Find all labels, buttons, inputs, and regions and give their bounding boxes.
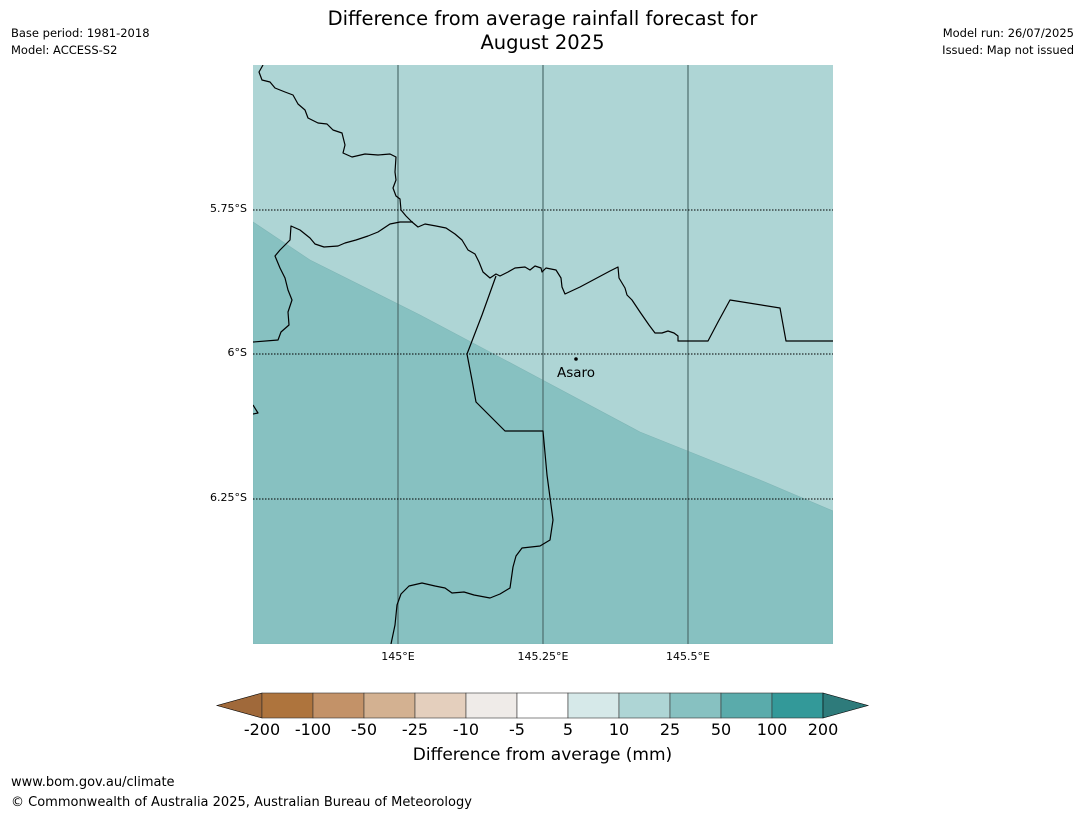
legend-tick-label: -25: [401, 720, 429, 739]
boundary-west-tip: [253, 404, 259, 415]
legend-box--25-to--10: [414, 692, 467, 719]
lon-label-145-5: 145.5°E: [666, 650, 710, 663]
asaro-label: Asaro: [557, 365, 596, 381]
legend-tick-label: -50: [350, 720, 378, 739]
legend-tick-label: 25: [659, 720, 681, 739]
asaro-marker: [574, 357, 578, 361]
map-title-line2: August 2025: [480, 31, 605, 54]
lat-label-6-25: 6.25°S: [210, 491, 247, 504]
legend-tick-label: -200: [243, 720, 281, 739]
legend-box--10-to--5: [465, 692, 518, 719]
legend-tick-label: -10: [452, 720, 480, 739]
legend-box-5-to-10: [567, 692, 620, 719]
legend-extend-low: [215, 692, 263, 719]
legend-box--200-to--100: [261, 692, 314, 719]
legend-tick-label: -100: [294, 720, 332, 739]
legend-colorbar: [215, 692, 870, 719]
map-title-line1: Difference from average rainfall forecas…: [327, 7, 758, 30]
boundary-central: [390, 275, 554, 644]
legend-box-25-to-50: [669, 692, 722, 719]
legend-box--5-to-5: [516, 692, 569, 719]
legend-box--100-to--50: [312, 692, 365, 719]
legend-tick-label: 200: [807, 720, 839, 739]
legend-title: Difference from average (mm): [412, 745, 673, 765]
legend-tick-label: 50: [710, 720, 732, 739]
legend-tick-label: -5: [509, 720, 525, 739]
legend-tick-label: 10: [608, 720, 630, 739]
legend-tick-label: 5: [562, 720, 574, 739]
map-title: Difference from average rainfall forecas…: [0, 7, 1085, 55]
lat-label-6: 6°S: [227, 346, 247, 359]
legend-box-100-to-200: [771, 692, 824, 719]
map-panel: [253, 65, 833, 644]
meta-left: Base period: 1981-2018 Model: ACCESS-S2: [11, 25, 150, 59]
lon-label-145: 145°E: [381, 650, 415, 663]
legend-box-10-to-25: [618, 692, 671, 719]
boundary-west: [253, 221, 413, 343]
legend-tick-label: 100: [756, 720, 788, 739]
base-period-text: Base period: 1981-2018: [11, 26, 150, 40]
model-run-text: Model run: 26/07/2025: [942, 26, 1074, 40]
meta-right: Model run: 26/07/2025 Issued: Map not is…: [942, 25, 1074, 59]
issued-text: Issued: Map not issued: [942, 43, 1074, 57]
legend-box-50-to-100: [720, 692, 773, 719]
boundary-north: [258, 65, 833, 342]
lon-label-145-25: 145.25°E: [517, 650, 569, 663]
model-text: Model: ACCESS-S2: [11, 43, 118, 57]
legend-extend-high: [822, 692, 870, 719]
legend-box--50-to--25: [363, 692, 416, 719]
footer-copyright: © Commonwealth of Australia 2025, Austra…: [11, 795, 472, 810]
footer-url[interactable]: www.bom.gov.au/climate: [11, 775, 175, 790]
lat-label-5-75: 5.75°S: [210, 202, 247, 215]
